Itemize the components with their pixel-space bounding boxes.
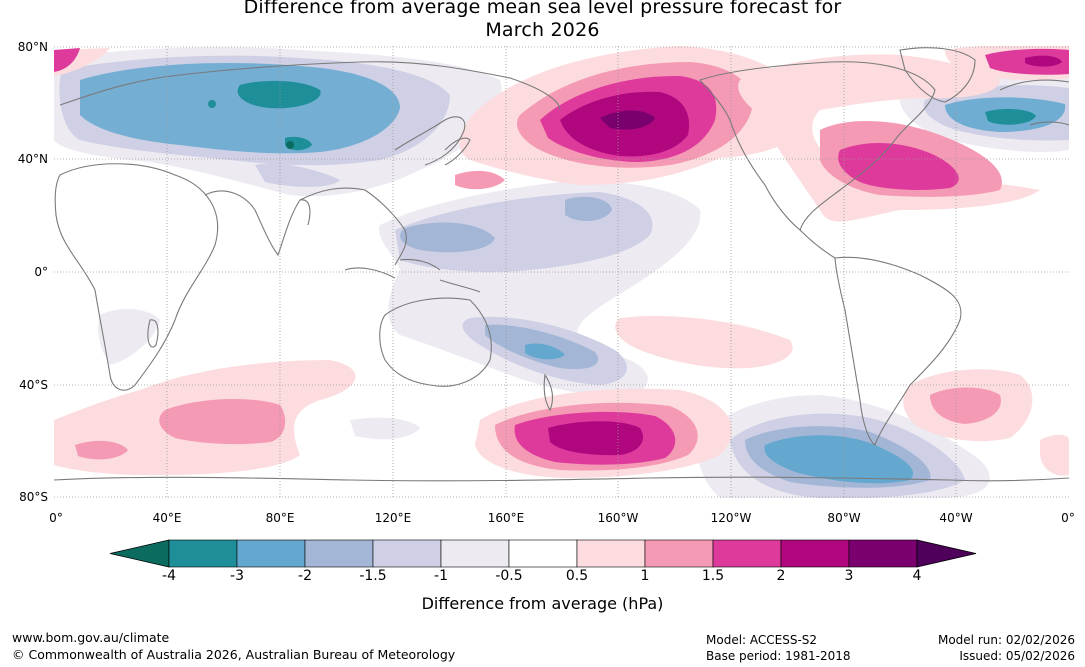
negative-anomaly-eurasia (54, 47, 502, 197)
lat-label-80s: 80°S (19, 490, 48, 504)
positive-anomaly-south-pacific (475, 316, 793, 478)
colorbar-tick-label: -1.5 (359, 568, 387, 584)
positive-anomaly-south-atlantic (903, 369, 1069, 476)
lat-label-40n: 40°N (17, 152, 48, 166)
colorbar-tick-label: -1 (434, 568, 448, 584)
lat-label-0: 0° (34, 265, 48, 279)
model-name: Model: ACCESS-S2 (706, 633, 818, 647)
coastlines (54, 47, 1069, 482)
issued-date: Issued: 05/02/2026 (959, 649, 1075, 663)
lat-label-80n: 80°N (17, 40, 48, 54)
lon-label-40e: 40°E (152, 511, 182, 525)
lon-label-0-west: 0° (49, 511, 63, 525)
copyright-text: © Commonwealth of Australia 2026, Austra… (12, 647, 456, 662)
lon-label-120e: 120°E (374, 511, 412, 525)
positive-anomaly-north-america (54, 46, 1069, 222)
negative-anomaly-southern-ocean (98, 308, 990, 498)
colorbar-tick-label: 0.5 (565, 568, 589, 584)
chart-title: Difference from average mean sea level p… (0, 0, 1085, 42)
colorbar-tick-label: -4 (162, 568, 176, 584)
lon-label-80w: 80°W (827, 511, 861, 525)
lon-label-40w: 40°W (939, 511, 973, 525)
base-period: Base period: 1981-2018 (706, 649, 851, 663)
colorbar-tick-label: 3 (844, 568, 854, 584)
graticule (54, 46, 1069, 498)
colorbar-tick-label: 1.5 (701, 568, 725, 584)
title-line-2: March 2026 (485, 19, 600, 41)
lon-label-0-east: 0° (1061, 511, 1075, 525)
positive-anomaly-north-pacific (455, 46, 810, 190)
title-line-1: Difference from average mean sea level p… (243, 0, 842, 18)
colorbar-title: Difference from average (hPa) (421, 594, 664, 613)
colorbar-tick-label: -3 (230, 568, 244, 584)
lon-label-160w: 160°W (597, 511, 639, 525)
website-link[interactable]: www.bom.gov.au/climate (12, 630, 170, 645)
negative-anomaly-west-pacific (379, 181, 701, 395)
colorbar-tick-label: 4 (912, 568, 922, 584)
lon-label-160e: 160°E (487, 511, 525, 525)
colorbar-tick-label: -2 (298, 568, 312, 584)
colorbar-tick-label: 1 (640, 568, 650, 584)
lon-label-80e: 80°E (265, 511, 295, 525)
lat-label-40s: 40°S (19, 378, 48, 392)
colorbar-tick-label: 2 (776, 568, 786, 584)
lon-label-120w: 120°W (710, 511, 752, 525)
model-run-date: Model run: 02/02/2026 (937, 633, 1075, 647)
colorbar-tick-label: -0.5 (495, 568, 523, 584)
